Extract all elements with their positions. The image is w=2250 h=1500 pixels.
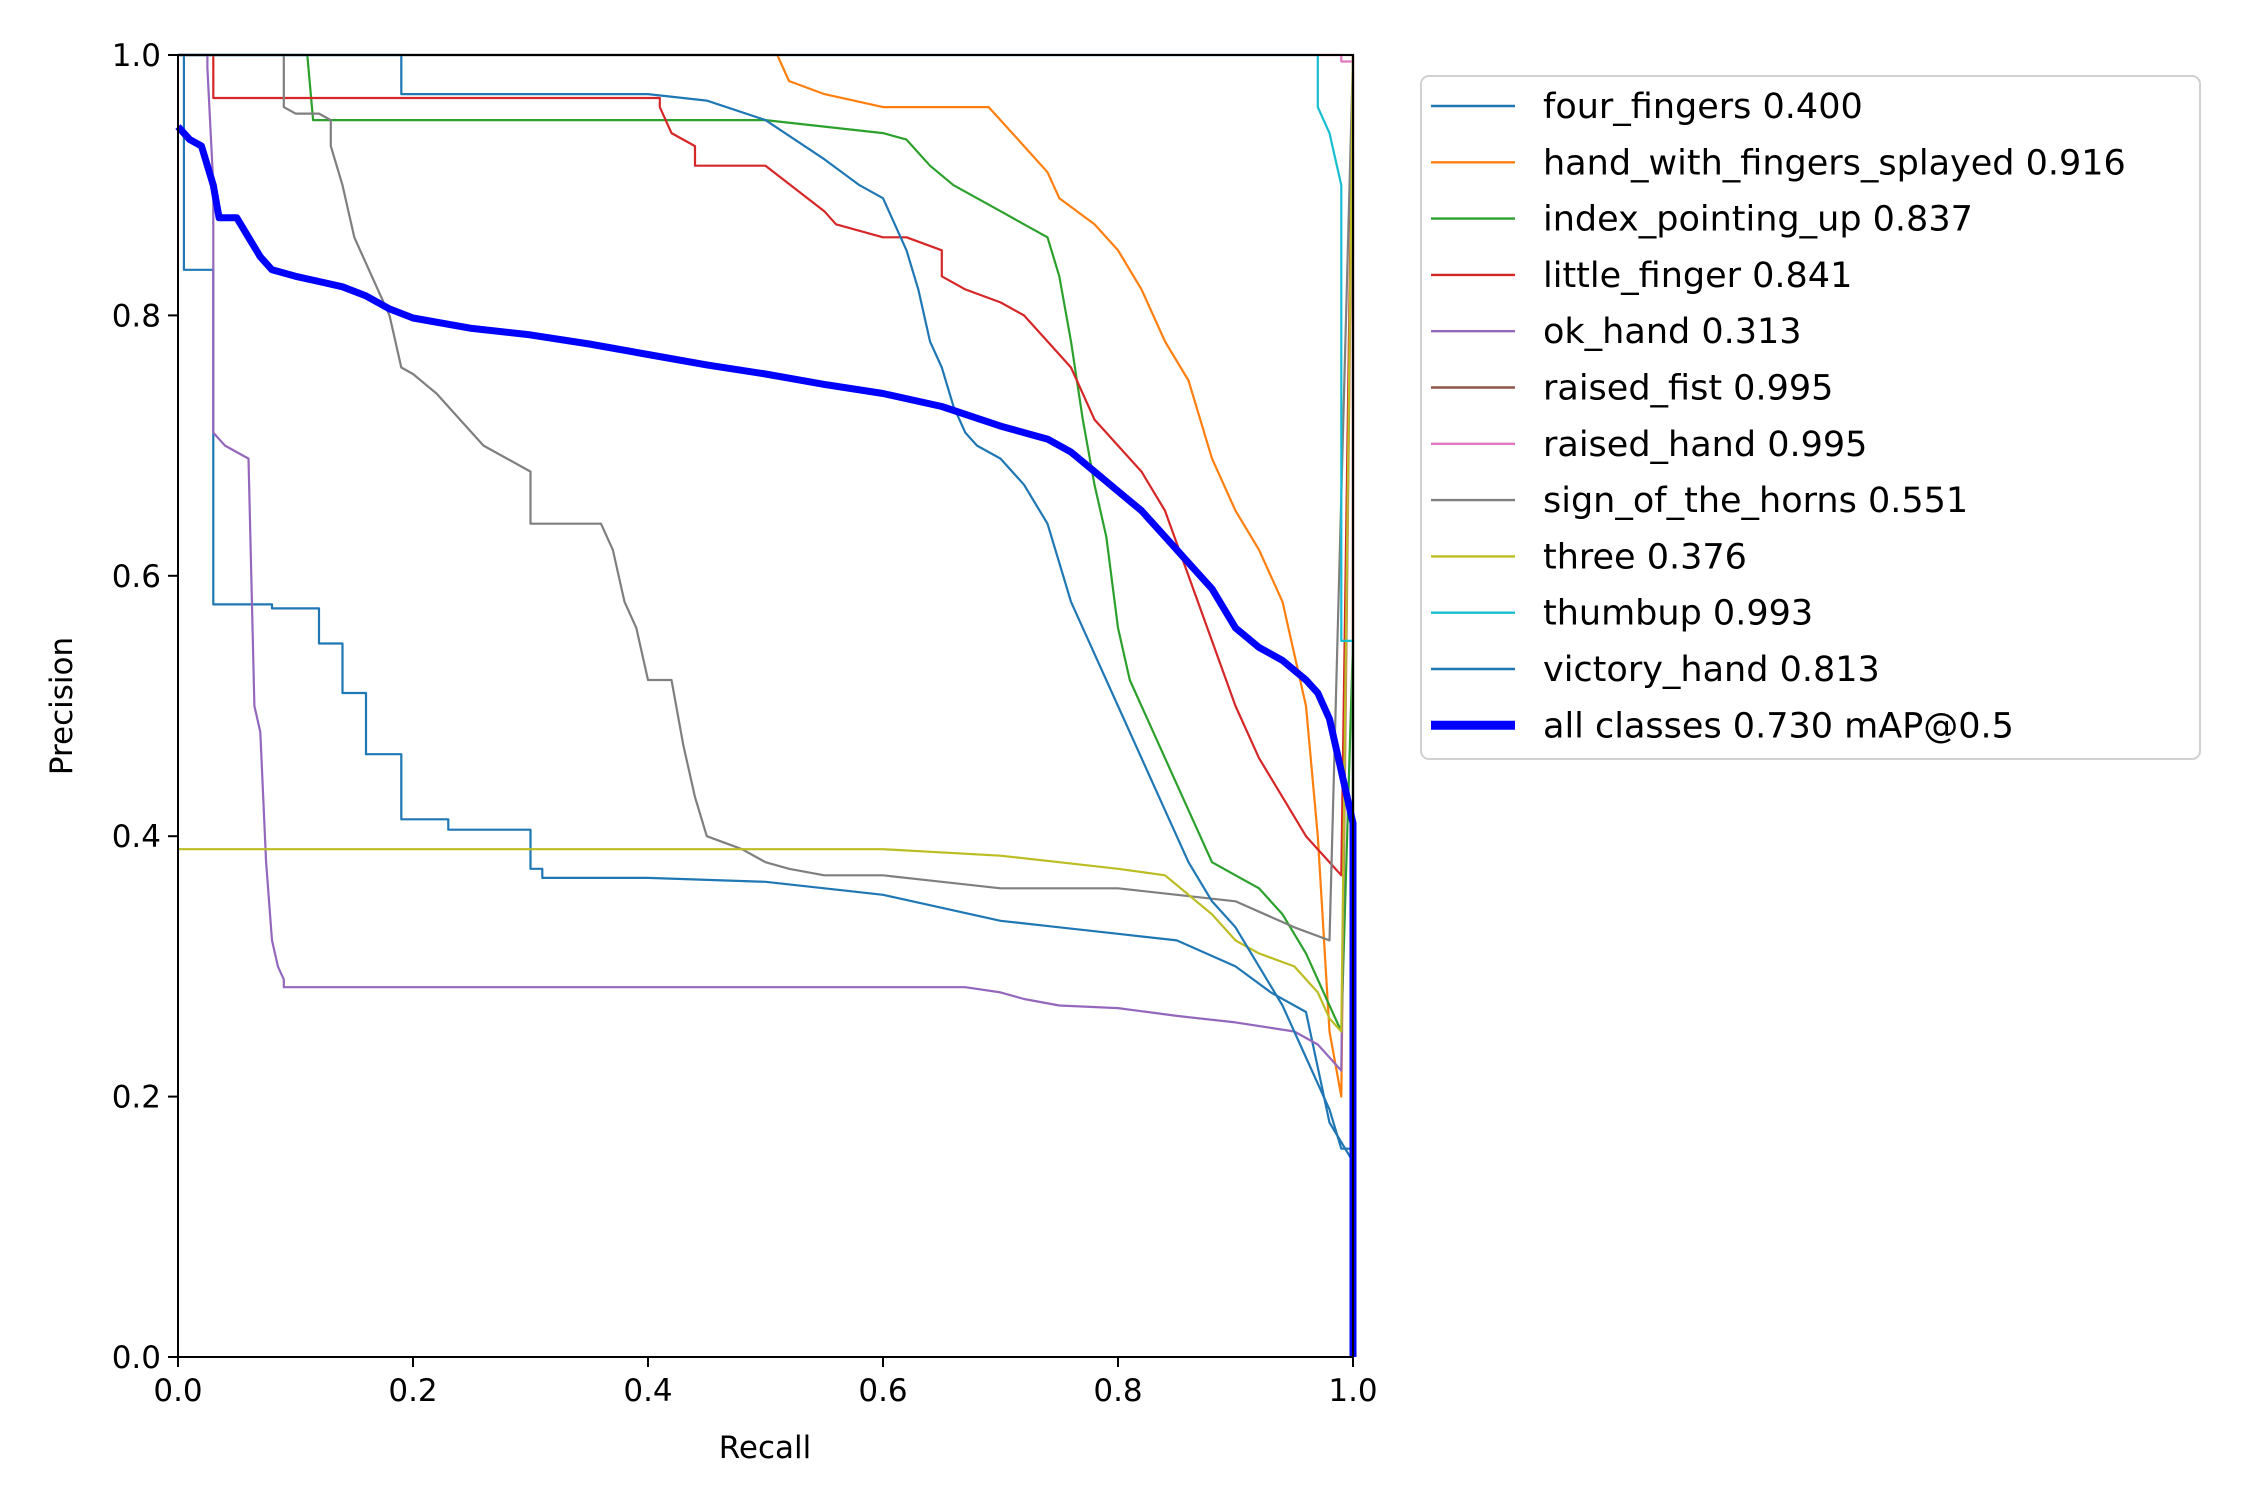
legend-frame	[1420, 75, 2201, 760]
series-line-sign-of-the-horns	[178, 53, 1355, 1357]
series-line-hand-with-fingers-splayed	[178, 53, 1355, 1357]
series-line-four-fingers	[178, 53, 1355, 1357]
legend-label: raised_fist 0.995	[1543, 369, 1833, 409]
series-line-raised-hand	[178, 53, 1355, 1357]
legend-label: all classes 0.730 mAP@0.5	[1543, 706, 2014, 746]
legend-label: three 0.376	[1543, 537, 1747, 577]
series-line-three	[178, 53, 1355, 1357]
axis-ticks: 0.0 0.2 0.4 0.6 0.8 1.0 0.0 0.2 0.4 0.6 0.8 1.0	[112, 38, 1378, 1409]
legend-label: little_finger 0.841	[1543, 256, 1852, 296]
series-line-all-classes	[175, 124, 1357, 1357]
x-tick-label: 1.0	[1328, 1373, 1377, 1409]
legend-label: thumbup 0.993	[1543, 594, 1813, 634]
y-tick-label: 0.2	[112, 1080, 161, 1116]
x-tick-label: 0.4	[623, 1373, 672, 1409]
legend-label: victory_hand 0.813	[1543, 650, 1880, 690]
legend-label: ok_hand 0.313	[1543, 312, 1802, 352]
legend-label: sign_of_the_horns 0.551	[1543, 481, 1968, 521]
y-tick-label: 1.0	[112, 38, 161, 74]
legend-label: four_fingers 0.400	[1543, 87, 1863, 127]
series-line-thumbup	[178, 53, 1355, 1357]
series-line-raised-fist	[178, 53, 1355, 1357]
y-tick-label: 0.0	[112, 1340, 161, 1376]
series-line-victory-hand	[178, 53, 1355, 1357]
x-tick-label: 0.6	[858, 1373, 907, 1409]
y-axis-label: Precision	[44, 637, 80, 775]
series-line-ok-hand	[178, 53, 1355, 1357]
series-layer	[175, 53, 1357, 1357]
legend-label: index_pointing_up 0.837	[1543, 200, 1973, 240]
plot-frame	[177, 54, 1354, 1358]
y-tick-label: 0.4	[112, 819, 161, 855]
legend: four_fingers 0.400 hand_with_fingers_spla…	[1420, 75, 2201, 760]
series-line-index-pointing-up	[178, 53, 1355, 1357]
x-axis-label: Recall	[719, 1430, 812, 1466]
y-tick-label: 0.6	[112, 559, 161, 595]
x-tick-label: 0.8	[1093, 1373, 1142, 1409]
legend-label: raised_hand 0.995	[1543, 425, 1867, 465]
legend-label: hand_with_fingers_splayed 0.916	[1543, 143, 2126, 183]
x-tick-label: 0.0	[153, 1373, 202, 1409]
x-tick-label: 0.2	[388, 1373, 437, 1409]
series-line-little-finger	[178, 53, 1355, 1357]
y-tick-label: 0.8	[112, 298, 161, 334]
